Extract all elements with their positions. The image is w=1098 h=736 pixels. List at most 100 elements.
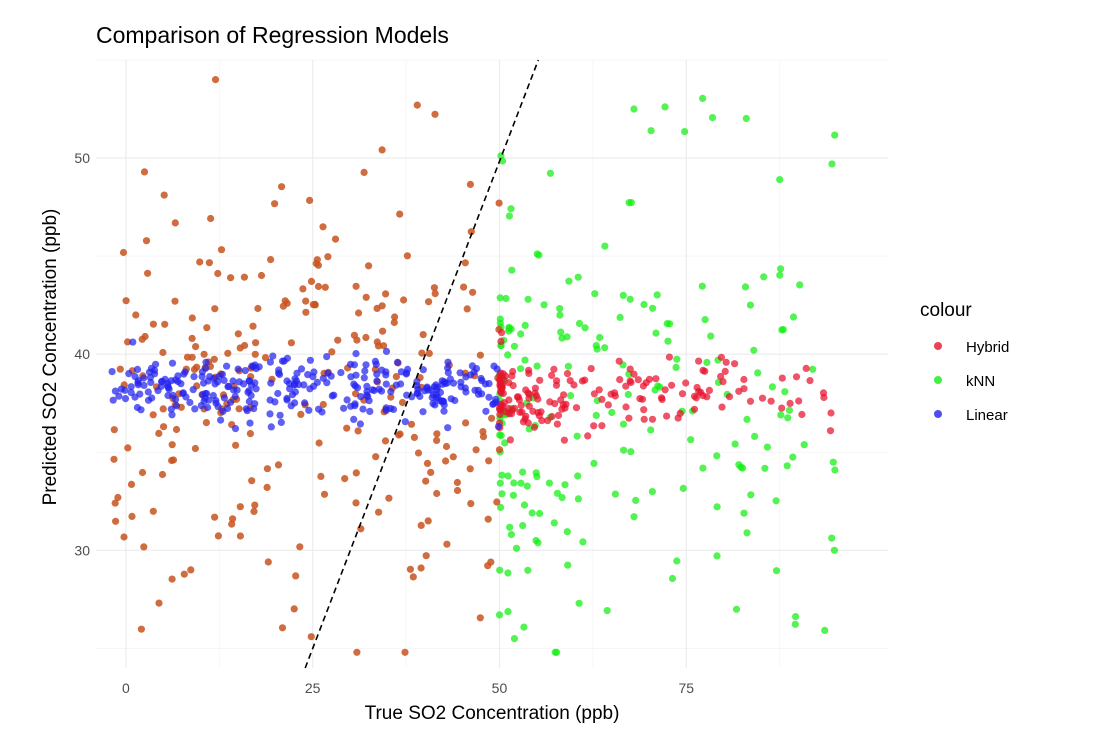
y-axis-title: Predicted SO2 Concentration (ppb) xyxy=(40,209,61,506)
data-point xyxy=(717,353,726,361)
data-point xyxy=(498,329,506,337)
data-point xyxy=(509,491,517,499)
data-point xyxy=(240,273,248,281)
data-point xyxy=(267,256,275,264)
data-point xyxy=(524,295,532,303)
data-point xyxy=(636,395,644,403)
data-point xyxy=(263,465,271,473)
data-point xyxy=(317,472,325,480)
data-point xyxy=(772,497,780,505)
data-point xyxy=(751,432,759,440)
data-point xyxy=(652,375,660,383)
data-point xyxy=(624,390,632,399)
data-point xyxy=(792,373,801,381)
x-tick-label: 75 xyxy=(678,680,694,696)
data-point xyxy=(359,405,367,413)
data-point xyxy=(574,472,582,480)
data-point xyxy=(300,381,308,389)
chart-title: Comparison of Regression Models xyxy=(96,22,449,48)
data-point xyxy=(365,262,373,270)
data-point xyxy=(246,430,254,438)
data-point xyxy=(302,297,310,305)
data-point xyxy=(347,402,355,410)
data-point xyxy=(266,410,274,418)
data-point xyxy=(147,378,155,387)
data-point xyxy=(763,443,772,451)
data-point xyxy=(525,366,533,374)
data-point xyxy=(254,304,262,313)
data-point xyxy=(619,420,628,428)
data-point xyxy=(524,419,532,427)
data-point xyxy=(601,242,609,250)
data-point xyxy=(821,626,829,635)
data-point xyxy=(579,538,587,546)
data-point xyxy=(361,367,369,375)
data-point xyxy=(140,381,148,389)
data-point xyxy=(236,503,244,511)
data-point xyxy=(784,414,792,422)
data-point xyxy=(496,294,504,302)
data-point xyxy=(496,479,504,487)
data-point xyxy=(432,394,440,402)
data-point xyxy=(142,237,151,245)
data-point xyxy=(546,169,555,177)
data-point xyxy=(168,575,176,583)
data-point xyxy=(192,343,200,351)
data-point xyxy=(372,453,380,461)
data-point xyxy=(409,573,417,581)
data-point xyxy=(630,105,638,113)
data-point xyxy=(278,357,287,365)
data-point xyxy=(521,356,529,364)
data-point xyxy=(382,290,390,298)
data-point xyxy=(490,362,498,370)
data-point xyxy=(563,528,571,536)
data-point xyxy=(413,389,421,397)
data-point xyxy=(171,219,179,227)
data-point xyxy=(798,410,806,419)
data-point xyxy=(245,377,253,385)
data-point xyxy=(590,390,599,398)
data-point xyxy=(365,397,373,405)
data-point xyxy=(235,405,243,413)
data-point xyxy=(215,372,223,380)
data-point xyxy=(625,414,633,422)
data-point xyxy=(233,386,241,394)
data-point xyxy=(167,405,175,413)
data-point xyxy=(389,405,398,413)
data-point xyxy=(701,316,709,324)
data-point xyxy=(375,508,383,516)
data-point xyxy=(661,386,669,394)
data-point xyxy=(320,490,329,498)
data-point xyxy=(252,385,260,393)
data-point xyxy=(622,382,630,390)
data-point xyxy=(241,341,249,350)
data-point xyxy=(551,648,559,656)
data-point xyxy=(401,418,409,426)
data-point xyxy=(155,429,163,437)
data-point xyxy=(413,101,421,109)
reference-line xyxy=(304,59,540,669)
data-point xyxy=(234,330,242,338)
data-point xyxy=(699,464,707,472)
data-point xyxy=(197,402,205,410)
data-point xyxy=(520,623,528,631)
data-point xyxy=(517,330,525,338)
data-point xyxy=(776,176,784,184)
data-point xyxy=(217,246,226,254)
data-point xyxy=(467,500,475,508)
data-point xyxy=(590,459,598,467)
data-point xyxy=(666,320,674,328)
data-point xyxy=(785,406,794,414)
data-point xyxy=(587,365,595,373)
data-point xyxy=(321,283,329,291)
data-point xyxy=(444,364,452,372)
data-point xyxy=(154,387,162,395)
data-point xyxy=(290,605,298,613)
data-point xyxy=(431,110,439,118)
data-point xyxy=(498,490,506,498)
data-point xyxy=(819,389,828,397)
data-point xyxy=(444,424,452,432)
data-point xyxy=(626,365,634,373)
data-point xyxy=(449,379,458,387)
data-point xyxy=(211,380,219,388)
